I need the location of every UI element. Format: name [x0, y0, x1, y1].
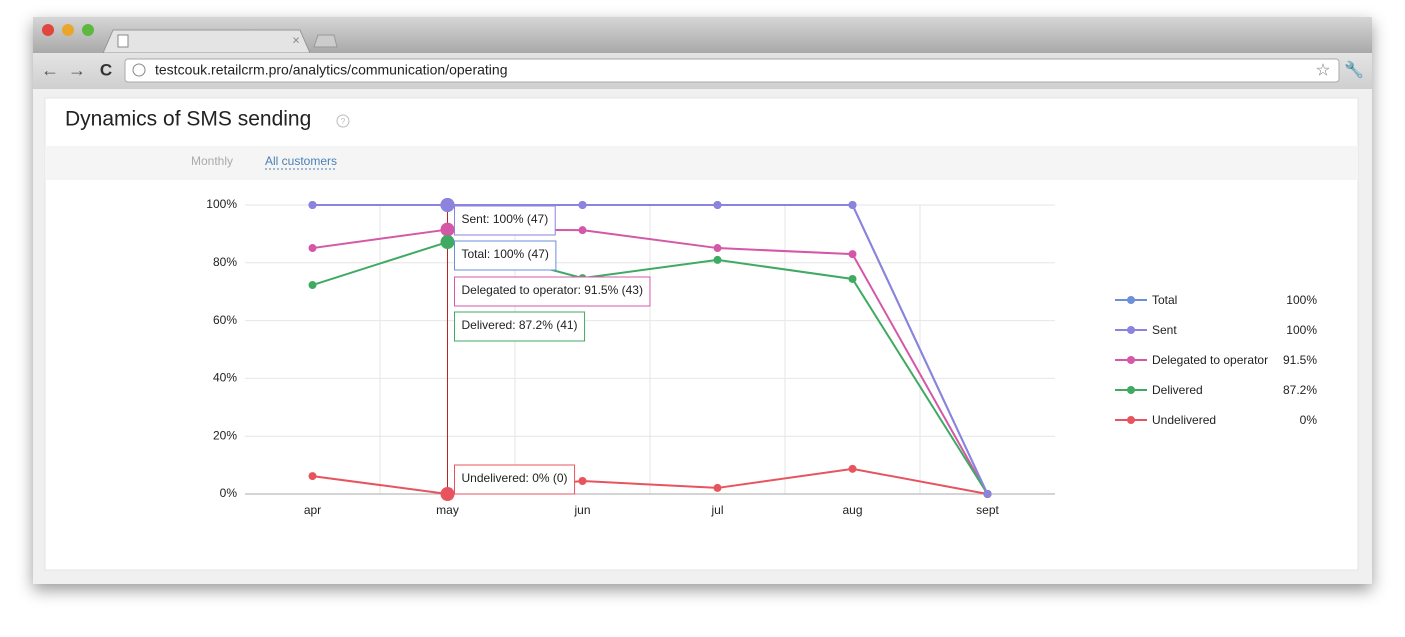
tooltip-text: Sent: 100% (47): [462, 212, 549, 226]
address-bar[interactable]: [124, 58, 1340, 83]
legend-value: 100%: [1286, 293, 1317, 307]
tooltip-box: [454, 276, 651, 307]
tooltip-box: [454, 464, 576, 495]
tooltip-text: Delegated to operator: 91.5% (43): [462, 283, 643, 297]
filter-period[interactable]: Monthly: [191, 154, 233, 168]
tooltip-box: [454, 240, 557, 271]
data-point: [848, 274, 857, 283]
legend-label: Undelivered: [1152, 413, 1216, 427]
legend-value: 91.5%: [1283, 353, 1317, 367]
legend-value: 0%: [1300, 413, 1318, 427]
data-point: [848, 201, 857, 209]
panel-title: Dynamics of SMS sending: [65, 108, 311, 131]
x-tick-label: jun: [573, 503, 590, 517]
tooltip: Undelivered: 0% (0): [454, 464, 576, 495]
y-tick-label: 80%: [213, 255, 237, 269]
legend-marker: [1127, 416, 1135, 424]
data-point: [440, 222, 455, 237]
filter-customers[interactable]: All customers: [265, 154, 337, 168]
x-tick-label: sept: [976, 503, 999, 517]
legend-value: 87.2%: [1283, 383, 1317, 397]
tooltip-box: [454, 311, 586, 342]
data-point: [308, 472, 317, 481]
data-point: [308, 244, 317, 253]
forward-button[interactable]: →: [68, 60, 86, 80]
url: testcouk.retailcrm.pro/analytics/communi…: [155, 62, 508, 78]
new-tab[interactable]: [313, 34, 338, 48]
filter-bar: [45, 146, 1358, 180]
x-tick-label: jul: [710, 503, 723, 517]
minimize-button[interactable]: [62, 24, 74, 36]
tooltip-text: Undelivered: 0% (0): [462, 471, 568, 485]
data-point: [983, 490, 992, 498]
tooltip: Total: 100% (47): [454, 240, 557, 271]
legend-value: 100%: [1286, 323, 1317, 337]
series-line: [312, 204, 989, 495]
tooltip-text: Delivered: 87.2% (41): [462, 318, 578, 332]
data-point: [578, 201, 587, 209]
series-line: [312, 240, 989, 495]
y-tick-label: 100%: [206, 197, 237, 211]
data-point: [713, 201, 722, 209]
legend-marker: [1127, 356, 1135, 364]
legend-marker: [1127, 326, 1135, 334]
x-tick-label: may: [436, 503, 459, 517]
help-icon-mark: ?: [341, 117, 346, 126]
tab-icon: [117, 34, 129, 48]
data-point: [308, 281, 317, 290]
tooltip: Delegated to operator: 91.5% (43): [454, 276, 651, 307]
legend-label: Delegated to operator: [1152, 353, 1268, 367]
reload-button[interactable]: C: [100, 60, 112, 79]
site-icon: [132, 63, 146, 77]
legend-label: Delivered: [1152, 383, 1203, 397]
tooltip-box: [454, 205, 556, 236]
data-point: [440, 234, 455, 249]
y-tick-label: 0%: [220, 486, 238, 500]
legend-marker: [1127, 296, 1135, 304]
zoom-button[interactable]: [82, 24, 94, 36]
data-point: [440, 487, 455, 501]
x-tick-label: aug: [842, 503, 862, 517]
tooltip-text: Total: 100% (47): [462, 247, 549, 261]
data-point: [308, 201, 317, 209]
settings-wrench[interactable]: 🔧: [1344, 60, 1364, 79]
bookmark-star[interactable]: ☆: [1315, 60, 1330, 79]
y-tick-label: 40%: [213, 371, 237, 385]
tooltip: Delivered: 87.2% (41): [454, 311, 586, 342]
tab-close[interactable]: ×: [292, 32, 300, 47]
series-line: [312, 228, 989, 495]
help-icon[interactable]: [336, 114, 350, 128]
data-point: [848, 464, 857, 473]
legend-marker: [1127, 386, 1135, 394]
chart: 0% 20% 40% 60% 80% 100% apr may jun jul aug sept Sen…: [206, 197, 1317, 517]
data-point: [578, 476, 587, 485]
legend-label: Sent: [1152, 323, 1177, 337]
x-tick-label: apr: [304, 503, 321, 517]
y-tick-label: 60%: [213, 313, 237, 327]
tooltip: Sent: 100% (47): [454, 205, 556, 236]
data-point: [440, 198, 455, 212]
data-point: [713, 483, 722, 492]
legend-label: Total: [1152, 293, 1177, 307]
series-line: [312, 467, 988, 496]
data-point: [713, 244, 722, 253]
close-button[interactable]: [42, 24, 54, 36]
tab[interactable]: [102, 29, 311, 54]
data-point: [713, 255, 722, 264]
data-point: [848, 250, 857, 259]
data-point: [578, 226, 587, 235]
y-tick-label: 20%: [213, 428, 237, 442]
back-button[interactable]: ←: [41, 60, 59, 80]
